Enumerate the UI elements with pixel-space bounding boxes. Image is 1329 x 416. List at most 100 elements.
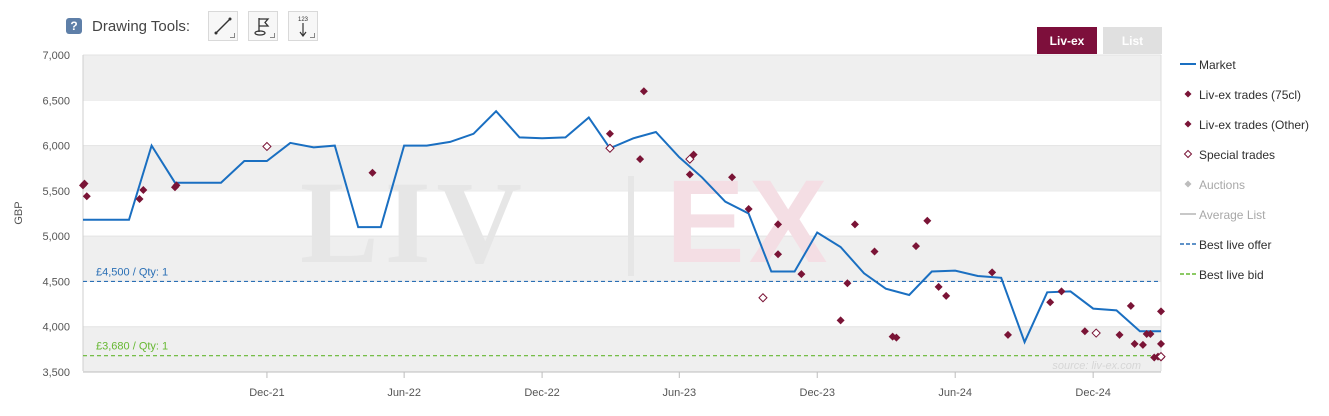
drawing-toolbar: ? Drawing Tools: 123 <box>66 9 319 43</box>
trade-point <box>605 129 614 138</box>
x-tick-label: Dec-24 <box>1075 387 1110 399</box>
view-tabs: Liv-ex List <box>1037 27 1162 54</box>
trade-point <box>135 195 144 204</box>
y-tick-label: 4,500 <box>42 276 70 288</box>
legend-symbol <box>1180 213 1196 215</box>
legend-label: Special trades <box>1199 148 1276 162</box>
trade-point <box>1126 301 1135 310</box>
trade-point <box>685 170 694 179</box>
watermark-ex: EX <box>666 156 831 288</box>
y-axis-label: GBP <box>13 201 25 224</box>
special-trade-point <box>685 154 695 164</box>
special-trade-point <box>262 141 272 152</box>
legend-label: Best live offer <box>1199 238 1272 252</box>
trade-point <box>797 270 806 279</box>
trade-point <box>1003 330 1012 339</box>
trade-point <box>774 220 783 229</box>
x-tick-label: Dec-22 <box>524 387 559 399</box>
series-layer <box>79 87 1166 362</box>
legend-symbol <box>1180 273 1196 275</box>
x-tick-label: Jun-22 <box>387 387 421 399</box>
svg-text:123: 123 <box>298 17 309 23</box>
legend-symbol <box>1184 180 1192 188</box>
flag-icon <box>254 18 270 36</box>
trade-point <box>870 247 879 256</box>
y-tick-label: 5,000 <box>42 231 70 243</box>
special-trade-point <box>1156 351 1166 362</box>
special-trade-point <box>605 143 615 153</box>
plot-band <box>83 55 1161 101</box>
plot-band <box>83 326 1161 372</box>
y-tick-label: 6,000 <box>42 141 70 153</box>
legend-diamond-mark <box>1184 120 1192 128</box>
trade-point <box>82 192 91 201</box>
help-icon[interactable]: ? <box>66 18 82 34</box>
watermark: LIV EX <box>300 156 831 288</box>
legend-label: Auctions <box>1199 178 1246 192</box>
plot-band <box>83 236 1161 282</box>
legend-open-diamond-mark <box>1183 149 1193 159</box>
trade-point <box>942 291 951 300</box>
measure-tool-button[interactable]: 123 <box>288 11 319 41</box>
trade-point <box>888 332 897 341</box>
y-tick-label: 7,000 <box>42 50 70 62</box>
flag-tool-button[interactable] <box>248 11 279 41</box>
tab-livex[interactable]: Liv-ex <box>1037 27 1097 54</box>
legend-label: Market <box>1199 58 1236 72</box>
special-trade-point <box>758 293 768 303</box>
measure-icon: 123 <box>298 17 309 37</box>
trade-point <box>636 155 645 164</box>
x-tick-label: Dec-21 <box>249 387 284 399</box>
market-line <box>83 109 1161 345</box>
trade-point <box>1046 298 1055 307</box>
trade-point <box>1130 339 1139 348</box>
x-axis-ticks: Dec-21 Jun-22 Dec-22 Jun-23 Dec-23 Jun-24 Dec-… <box>249 372 1111 399</box>
trade-point <box>80 179 89 188</box>
legend-diamond-mark <box>1184 180 1192 188</box>
legend-label: Average List <box>1199 208 1266 222</box>
legend-symbol <box>1180 243 1196 245</box>
legend-label: Best live bid <box>1199 268 1264 282</box>
special-trade-point <box>1091 328 1101 338</box>
plot-band <box>83 145 1161 191</box>
y-axis-ticks: 3,500 4,000 4,500 5,000 5,500 6,000 6,500 7,000 <box>42 50 70 379</box>
trade-point <box>923 216 932 225</box>
y-tick-label: 4,000 <box>42 322 70 334</box>
trade-point <box>1157 307 1165 316</box>
y-tick-label: 3,500 <box>42 367 70 379</box>
trade-point <box>850 220 859 229</box>
trade-point <box>843 279 852 288</box>
trade-point <box>744 204 753 213</box>
legend-label: Liv-ex trades (75cl) <box>1199 88 1302 102</box>
trade-point <box>1080 327 1089 336</box>
legend-symbol <box>1184 120 1192 128</box>
legend-symbol <box>1184 90 1192 98</box>
trade-point <box>728 173 737 182</box>
legend-symbol <box>1180 63 1196 65</box>
trade-point <box>1057 287 1066 296</box>
plot-bands <box>83 54 1161 372</box>
trade-point <box>1150 353 1159 362</box>
tab-list[interactable]: List <box>1103 27 1162 54</box>
trade-point <box>934 282 943 291</box>
trade-point <box>639 87 648 96</box>
best-offer-label: £4,500 / Qty: 1 <box>96 266 168 278</box>
trade-point <box>774 250 783 259</box>
trade-point <box>1138 340 1147 349</box>
x-tick-label: Jun-23 <box>662 387 696 399</box>
legend-label: Liv-ex trades (Other) <box>1199 118 1310 132</box>
x-tick-label: Jun-24 <box>938 387 972 399</box>
reference-lines: £4,500 / Qty: 1 £3,680 / Qty: 1 <box>83 266 1161 357</box>
trade-point <box>988 268 997 277</box>
y-tick-label: 6,500 <box>42 95 70 107</box>
trade-point <box>368 168 377 177</box>
trade-point <box>1115 330 1124 339</box>
legend-symbol <box>1183 149 1193 159</box>
trade-point <box>139 185 148 194</box>
y-tick-label: 5,500 <box>42 186 70 198</box>
line-tool-button[interactable] <box>208 11 239 41</box>
trade-point <box>912 242 920 251</box>
legend-diamond-mark <box>1184 90 1192 98</box>
trade-point <box>1146 329 1155 338</box>
